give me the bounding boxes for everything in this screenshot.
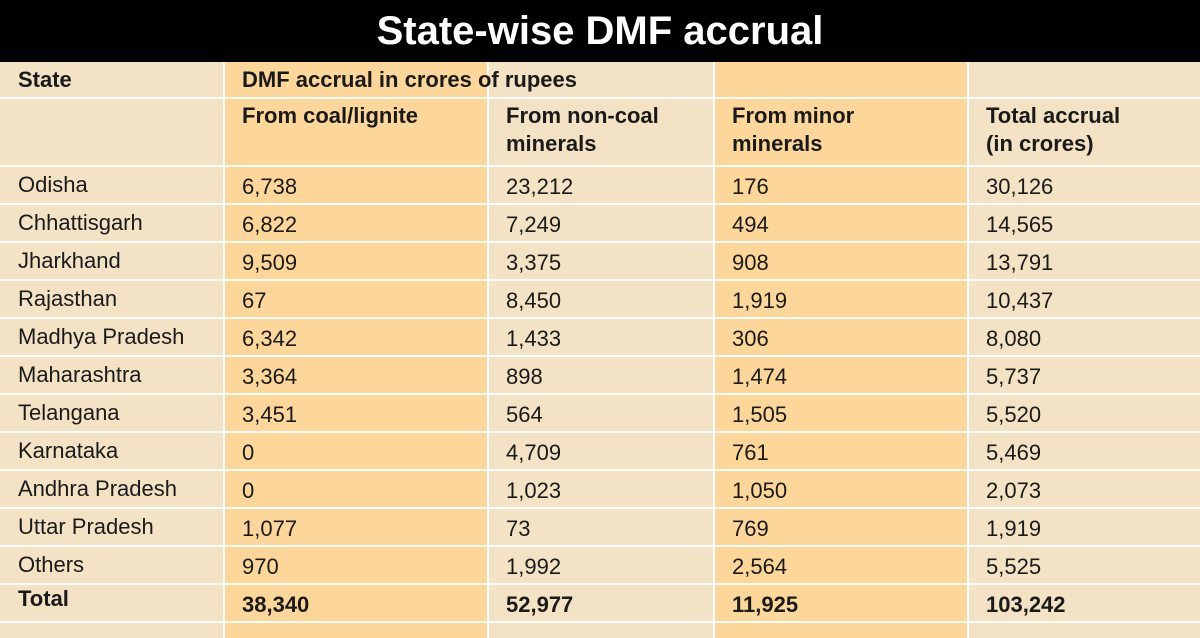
- state-name: Andhra Pradesh: [18, 476, 177, 501]
- table-cell: 13,791: [986, 250, 1054, 275]
- total-value: 38,340: [242, 592, 310, 617]
- table-cell: 10,437: [986, 288, 1054, 313]
- total-value: 11,925: [732, 592, 799, 617]
- table-cell: 970: [242, 554, 279, 579]
- state-name: Maharashtra: [18, 362, 142, 387]
- column-header-line: (in crores): [986, 131, 1094, 156]
- grid-line: [0, 97, 1200, 99]
- total-label: Total: [18, 586, 69, 611]
- column-background: [488, 62, 714, 638]
- table-cell: 3,375: [506, 250, 562, 275]
- grid-line: [967, 62, 969, 638]
- table-cell: 1,919: [732, 288, 788, 313]
- table-cell: 4,709: [506, 440, 562, 465]
- table-cell: 908: [732, 250, 769, 275]
- table-cell: 6,822: [242, 212, 298, 237]
- grid-line: [0, 469, 1200, 471]
- table-cell: 5,469: [986, 440, 1042, 465]
- grid-line: [0, 583, 1200, 585]
- state-name: Rajasthan: [18, 286, 118, 311]
- column-background: [0, 62, 224, 638]
- table-cell: 2,073: [986, 478, 1042, 503]
- total-value: 103,242: [986, 592, 1066, 617]
- dmf-table: State DMF accrual in crores of rupees From…: [0, 62, 1200, 638]
- table-cell: 0: [242, 478, 255, 503]
- column-header: From coal/lignite: [242, 102, 418, 130]
- column-background: [714, 62, 968, 638]
- table-cell: 5,520: [986, 402, 1042, 427]
- table-cell: 6,738: [242, 174, 298, 199]
- table-cell: 23,212: [506, 174, 574, 199]
- grid-line: [713, 62, 715, 638]
- grid-line: [0, 621, 1200, 623]
- table-cell: 5,737: [986, 364, 1042, 389]
- state-name: Chhattisgarh: [18, 210, 143, 235]
- table-cell: 769: [732, 516, 769, 541]
- column-header: From non-coal minerals: [506, 102, 659, 158]
- grid-line: [0, 393, 1200, 395]
- grid-line: [0, 165, 1200, 167]
- state-name: Others: [18, 552, 85, 577]
- table-cell: 3,451: [242, 402, 298, 427]
- table-cell: 2,564: [732, 554, 788, 579]
- state-name: Odisha: [18, 172, 88, 197]
- column-header-line: minerals: [506, 131, 597, 156]
- state-name: Madhya Pradesh: [18, 324, 185, 349]
- table-cell: 67: [242, 288, 267, 313]
- header-group: DMF accrual in crores of rupees: [242, 67, 577, 92]
- grid-line: [0, 431, 1200, 433]
- table-cell: 761: [732, 440, 769, 465]
- table-cell: 1,919: [986, 516, 1042, 541]
- table-cell: 564: [506, 402, 543, 427]
- grid-line: [0, 317, 1200, 319]
- table-cell: 898: [506, 364, 543, 389]
- header-state: State: [18, 67, 72, 92]
- table-cell: 5,525: [986, 554, 1042, 579]
- table-cell: 73: [506, 516, 531, 541]
- total-value: 52,977: [506, 592, 574, 617]
- column-header-line: From non-coal: [506, 103, 659, 128]
- table-cell: 494: [732, 212, 769, 237]
- state-name: Karnataka: [18, 438, 119, 463]
- table-cell: 176: [732, 174, 769, 199]
- table-cell: 1,505: [732, 402, 788, 427]
- table-cell: 1,992: [506, 554, 562, 579]
- state-name: Uttar Pradesh: [18, 514, 154, 539]
- table-cell: 8,080: [986, 326, 1042, 351]
- column-background: [224, 62, 488, 638]
- column-header-line: From coal/lignite: [242, 103, 419, 128]
- grid-line: [0, 279, 1200, 281]
- grid-line: [0, 355, 1200, 357]
- table-cell: 1,050: [732, 478, 788, 503]
- grid-line: [487, 62, 489, 638]
- table-cell: 6,342: [242, 326, 298, 351]
- table-cell: 1,077: [242, 516, 298, 541]
- grid-line: [0, 203, 1200, 205]
- grid-line: [0, 241, 1200, 243]
- grid-line: [0, 545, 1200, 547]
- table-cell: 0: [242, 440, 255, 465]
- table-cell: 8,450: [506, 288, 562, 313]
- column-header-line: Total accrual: [986, 103, 1121, 128]
- column-header: From minor minerals: [732, 102, 854, 158]
- table-cell: 1,474: [732, 364, 788, 389]
- table-cell: 30,126: [986, 174, 1054, 199]
- grid-line: [223, 62, 225, 638]
- state-name: Jharkhand: [18, 248, 121, 273]
- table-title: State-wise DMF accrual: [0, 0, 1200, 62]
- column-header: Total accrual (in crores): [986, 102, 1120, 158]
- column-header-line: From minor: [732, 103, 855, 128]
- table-cell: 14,565: [986, 212, 1054, 237]
- grid-line: [0, 507, 1200, 509]
- table-cell: 306: [732, 326, 769, 351]
- table-cell: 1,023: [506, 478, 562, 503]
- table-cell: 7,249: [506, 212, 562, 237]
- table-cell: 1,433: [506, 326, 562, 351]
- table-cell: 3,364: [242, 364, 298, 389]
- state-name: Telangana: [18, 400, 120, 425]
- column-background: [968, 62, 1200, 638]
- column-header-line: minerals: [732, 131, 823, 156]
- table-cell: 9,509: [242, 250, 298, 275]
